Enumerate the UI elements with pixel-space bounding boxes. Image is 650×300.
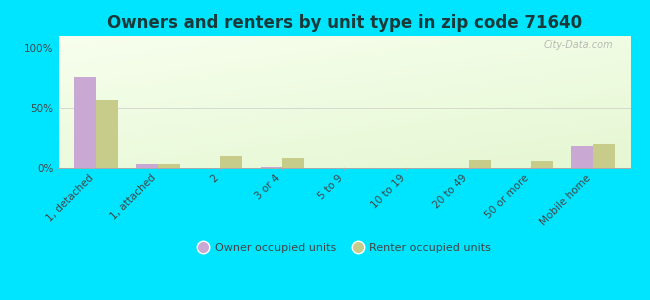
Bar <box>469 160 491 168</box>
Bar <box>531 161 552 168</box>
Bar <box>593 144 615 168</box>
Bar <box>282 158 304 168</box>
Bar <box>158 164 180 168</box>
Bar <box>96 100 118 168</box>
Bar <box>261 167 282 168</box>
Bar <box>74 77 96 168</box>
Legend: Owner occupied units, Renter occupied units: Owner occupied units, Renter occupied un… <box>194 238 495 257</box>
Bar <box>136 164 158 168</box>
Bar <box>220 156 242 168</box>
Title: Owners and renters by unit type in zip code 71640: Owners and renters by unit type in zip c… <box>107 14 582 32</box>
Bar <box>571 146 593 168</box>
Text: City-Data.com: City-Data.com <box>543 40 614 50</box>
